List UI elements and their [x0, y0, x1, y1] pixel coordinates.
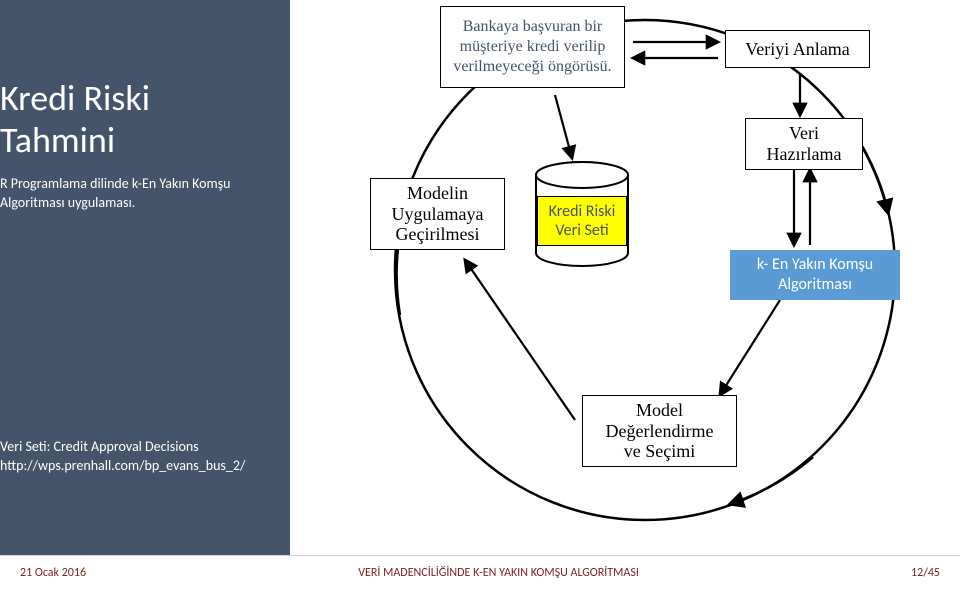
db-label: Kredi Riski Veri Seti — [549, 202, 616, 240]
db-label-highlight: Kredi Riski Veri Seti — [537, 196, 627, 246]
slide: Kredi Riski Tahmini R Programlama dilind… — [0, 0, 960, 589]
slide-subtitle: R Programlama dilinde k-En Yakın Komşu A… — [0, 175, 280, 213]
algo-label: k- En Yakın Komşu Algoritması — [757, 255, 873, 295]
dataset-credit: Veri Seti: Credit Approval Decisions htt… — [0, 438, 245, 476]
node-deployment-label: Modelin Uygulamaya Geçirilmesi — [392, 183, 484, 245]
arrow-bu-to-db — [555, 95, 572, 158]
footer-date: 21 Ocak 2016 — [20, 566, 86, 580]
footer-title: VERİ MADENCİLİĞİNDE K-EN YAKIN KOMŞU ALG… — [358, 566, 639, 580]
crisp-dm-diagram: Bankaya başvuran bir müşteriye kredi ver… — [300, 0, 960, 555]
arrow-eval-to-deploy — [465, 260, 575, 420]
overlay-line2: müşteriye kredi verilip — [453, 37, 611, 57]
node-data-preparation-label: Veri Hazırlama — [767, 123, 842, 164]
credit-line2: http://wps.prenhall.com/bp_evans_bus_2/ — [0, 457, 245, 476]
node-modeling-highlight: k- En Yakın Komşu Algoritması — [730, 250, 900, 300]
node-data-understanding-label: Veriyi Anlama — [745, 39, 849, 60]
node-business-understanding: Bankaya başvuran bir müşteriye kredi ver… — [440, 6, 625, 88]
overlay-business-text: Bankaya başvuran bir müşteriye kredi ver… — [453, 17, 611, 77]
slide-title-line2: Tahmini — [0, 122, 115, 160]
node-evaluation-label: Model Değerlendirme ve Seçimi — [606, 400, 714, 462]
credit-line1: Veri Seti: Credit Approval Decisions — [0, 438, 245, 457]
cycle-arrow-2 — [730, 457, 813, 504]
node-data-preparation: Veri Hazırlama — [745, 118, 863, 170]
sidebar-panel: Kredi Riski Tahmini R Programlama dilind… — [0, 0, 290, 555]
arrow-mod-to-eval — [720, 300, 780, 395]
slide-title-line1: Kredi Riski — [0, 80, 150, 118]
slide-footer: 21 Ocak 2016 VERİ MADENCİLİĞİNDE K-EN YA… — [0, 555, 960, 589]
footer-page: 12/45 — [911, 566, 940, 580]
overlay-line1: Bankaya başvuran bir — [453, 17, 611, 37]
node-data-understanding: Veriyi Anlama — [725, 30, 870, 68]
overlay-line3: verilmeyeceği öngörüsü. — [453, 57, 611, 77]
node-deployment: Modelin Uygulamaya Geçirilmesi — [370, 178, 505, 250]
node-evaluation: Model Değerlendirme ve Seçimi — [582, 395, 737, 467]
